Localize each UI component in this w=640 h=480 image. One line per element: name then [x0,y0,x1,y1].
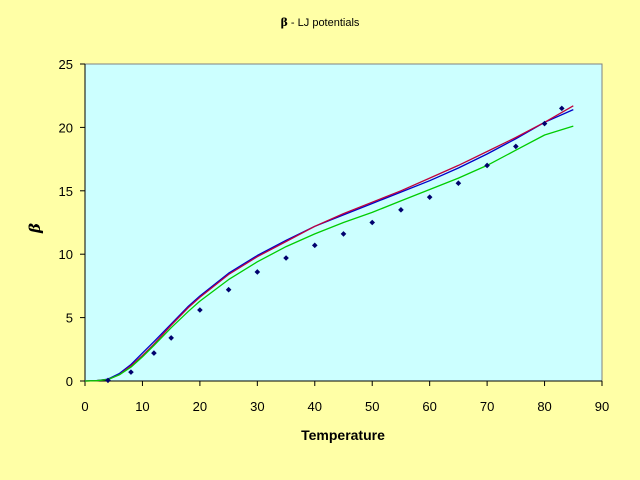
x-tick-label: 50 [365,399,379,414]
x-tick-label: 0 [81,399,88,414]
y-tick-label: 5 [66,311,73,326]
data-point-marker [225,286,232,293]
data-point-marker [455,180,462,186]
x-tick-label: 60 [422,399,436,414]
series-group [84,105,574,384]
data-point-marker [340,231,347,237]
x-tick-label: 20 [193,399,207,414]
x-tick-label: 90 [595,399,609,414]
series-line-green [84,125,574,382]
data-point-marker [541,120,548,127]
x-tick-label: 70 [480,399,494,414]
data-point-marker [197,307,203,313]
data-point-marker [105,377,111,384]
data-point-marker [369,219,376,226]
data-point-marker [426,194,433,200]
data-point-marker [513,143,519,150]
chart-title-symbol: β [281,16,288,29]
axis-ticks: 0 10 20 30 40 50 60 70 80 90 0 5 10 15 20 25 [59,57,610,414]
y-tick-label: 10 [59,247,73,262]
data-point-marker [283,255,289,261]
chart-title: β - LJ potentials [281,16,360,29]
x-axis-title: Temperature [301,427,385,443]
x-tick-label: 40 [308,399,322,414]
x-tick-label: 10 [135,399,149,414]
data-point-marker [311,242,318,249]
x-tick-label: 30 [250,399,264,414]
series-line-red [84,105,574,382]
data-point-marker [168,335,174,341]
x-tick-label: 80 [537,399,551,414]
series-line-blue [84,109,574,382]
data-point-marker [484,162,490,169]
y-axis-title: β [26,223,44,234]
y-tick-label: 0 [66,374,73,389]
y-tick-label: 20 [59,120,73,135]
data-point-marker [558,105,565,112]
y-tick-label: 15 [59,184,73,199]
data-point-marker [128,369,134,375]
data-point-marker [151,350,157,356]
data-point-marker [254,269,261,275]
data-point-marker [398,207,404,213]
y-tick-label: 25 [59,57,73,72]
chart-title-text: - LJ potentials [288,17,360,29]
